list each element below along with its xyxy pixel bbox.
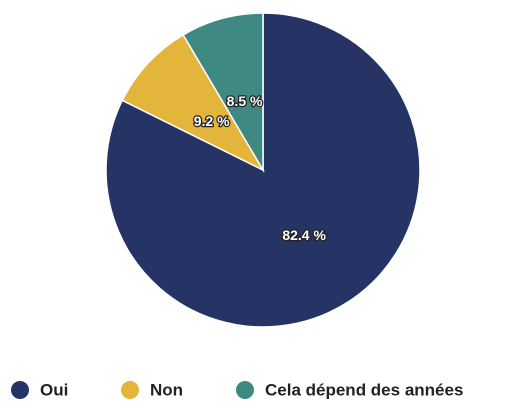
legend-swatch [236, 381, 254, 399]
data-label: 8.5 % [227, 93, 263, 109]
legend-swatch [121, 381, 139, 399]
data-label: 9.2 % [194, 113, 230, 129]
legend-swatch [11, 381, 29, 399]
data-label: 82.4 % [282, 227, 326, 243]
legend-label: Non [150, 380, 183, 399]
pie-slice [105, 12, 421, 328]
pie-slice [121, 33, 265, 172]
legend-label: Cela dépend des années [265, 380, 463, 399]
legend-label: Oui [40, 380, 68, 399]
pie-slice [182, 12, 264, 173]
